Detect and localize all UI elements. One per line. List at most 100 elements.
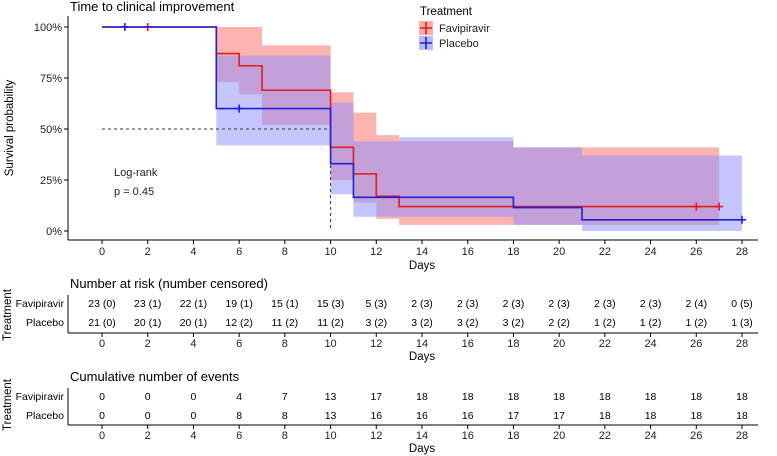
risk-table-cell: 3 (2): [411, 317, 433, 329]
risk-table-x-tick-label: 2: [145, 338, 151, 350]
events-table-cell: 16: [416, 410, 428, 422]
risk-table-cell: 3 (2): [365, 317, 387, 329]
events-table-cell: 0: [99, 391, 105, 403]
events-table-x-tick-label: 10: [324, 430, 336, 442]
km-curve-placebo: [102, 26, 742, 221]
events-table-cell: 18: [599, 410, 611, 422]
risk-table-x-tick-label: 16: [462, 338, 474, 350]
events-table-cell: 8: [282, 410, 288, 422]
risk-table-cell: 2 (3): [594, 298, 616, 310]
x-tick-label: 8: [282, 246, 288, 258]
x-tick-label: 18: [507, 246, 519, 258]
x-tick-label: 20: [553, 246, 565, 258]
risk-table-cell: 12 (2): [225, 317, 252, 329]
x-tick-label: 4: [190, 246, 196, 258]
censor-mark-placebo: [120, 23, 129, 31]
events-table-cell: 13: [325, 391, 337, 403]
risk-table-cell: 15 (1): [271, 298, 298, 310]
risk-table-x-tick-label: 8: [282, 338, 288, 350]
p-value-label: p = 0.45: [114, 186, 154, 198]
events-table-row-label: Favipiravir: [16, 391, 65, 403]
risk-table-x-axis-label: Days: [409, 351, 435, 363]
risk-table-cell: 2 (3): [640, 298, 662, 310]
events-table-x-tick-label: 8: [282, 430, 288, 442]
events-table-cell: 18: [690, 410, 702, 422]
events-table-cell: 18: [736, 410, 748, 422]
events-table-cell: 18: [736, 391, 748, 403]
events-table-x-tick-label: 28: [736, 430, 748, 442]
legend-entry: Placebo: [439, 38, 479, 50]
risk-table-cell: 2 (3): [457, 298, 479, 310]
legend-key-mark: [420, 22, 432, 34]
risk-table-cell: 22 (1): [180, 298, 207, 310]
events-table-cell: 0: [191, 410, 197, 422]
events-table-x-tick-label: 24: [644, 430, 656, 442]
x-tick-label: 6: [236, 246, 242, 258]
events-table-cell: 16: [462, 410, 474, 422]
events-table-x-tick-label: 14: [416, 430, 428, 442]
events-table-cell: 17: [553, 410, 565, 422]
risk-table-x-tick-label: 4: [190, 338, 196, 350]
risk-table-x-tick-label: 10: [324, 338, 336, 350]
x-tick-label: 24: [644, 246, 656, 258]
events-table-cell: 0: [99, 410, 105, 422]
x-tick-label: 12: [370, 246, 382, 258]
events-table-cell: 16: [370, 410, 382, 422]
events-table-cell: 0: [145, 391, 151, 403]
x-tick-label: 16: [462, 246, 474, 258]
events-table-cell: 13: [325, 410, 337, 422]
events-table-cell: 17: [508, 410, 520, 422]
risk-table-cell: 2 (3): [503, 298, 525, 310]
events-table-cell: 0: [191, 391, 197, 403]
risk-table-x-tick-label: 12: [370, 338, 382, 350]
events-table-cell: 0: [145, 410, 151, 422]
events-table-cell: 18: [690, 391, 702, 403]
events-table-x-tick-label: 0: [99, 430, 105, 442]
risk-table-x-tick-label: 26: [690, 338, 702, 350]
x-tick-label: 26: [690, 246, 702, 258]
events-table-x-tick-label: 20: [553, 430, 565, 442]
x-tick-label: 22: [599, 246, 611, 258]
y-tick-label: 100%: [34, 22, 62, 34]
risk-table-x-tick-label: 6: [236, 338, 242, 350]
risk-table-cell: 1 (3): [731, 317, 753, 329]
risk-table-x-tick-label: 24: [644, 338, 656, 350]
risk-table-cell: 1 (2): [594, 317, 616, 329]
risk-table-cell: 2 (3): [548, 298, 570, 310]
events-table-x-tick-label: 6: [236, 430, 242, 442]
events-table-cell: 18: [508, 391, 520, 403]
risk-table-cell: 20 (1): [134, 317, 161, 329]
risk-table-cell: 2 (4): [685, 298, 707, 310]
risk-table-row-label: Favipiravir: [16, 298, 65, 310]
risk-table-cell: 23 (0): [88, 298, 115, 310]
risk-table-cell: 0 (5): [731, 298, 753, 310]
events-table-x-axis-label: Days: [409, 443, 435, 455]
y-tick-label: 50%: [40, 124, 62, 136]
risk-table-cell: 1 (2): [640, 317, 662, 329]
events-table-cell: 18: [599, 391, 611, 403]
events-table-x-tick-label: 16: [462, 430, 474, 442]
risk-table-x-tick-label: 0: [99, 338, 105, 350]
risk-table-cell: 21 (0): [88, 317, 115, 329]
events-table-title: Cumulative number of events: [70, 369, 240, 384]
risk-table-cell: 3 (2): [457, 317, 479, 329]
events-table-x-tick-label: 26: [690, 430, 702, 442]
events-table-y-axis-label: Treatment: [2, 378, 14, 431]
risk-table-cell: 3 (2): [503, 317, 525, 329]
events-table-cell: 17: [370, 391, 382, 403]
events-table-x-tick-label: 12: [370, 430, 382, 442]
events-table-x-tick-label: 2: [145, 430, 151, 442]
events-table-cell: 18: [645, 410, 657, 422]
risk-table-x-tick-label: 14: [416, 338, 428, 350]
x-tick-label: 2: [145, 246, 151, 258]
risk-table-cell: 20 (1): [180, 317, 207, 329]
risk-table-cell: 5 (3): [365, 298, 387, 310]
x-tick-label: 28: [736, 246, 748, 258]
events-table-cell: 18: [553, 391, 565, 403]
risk-table-cell: 15 (3): [317, 298, 344, 310]
risk-table-cell: 2 (2): [548, 317, 570, 329]
events-table-x-tick-label: 4: [190, 430, 196, 442]
chart-title: Time to clinical improvement: [70, 0, 235, 14]
risk-table-cell: 23 (1): [134, 298, 161, 310]
